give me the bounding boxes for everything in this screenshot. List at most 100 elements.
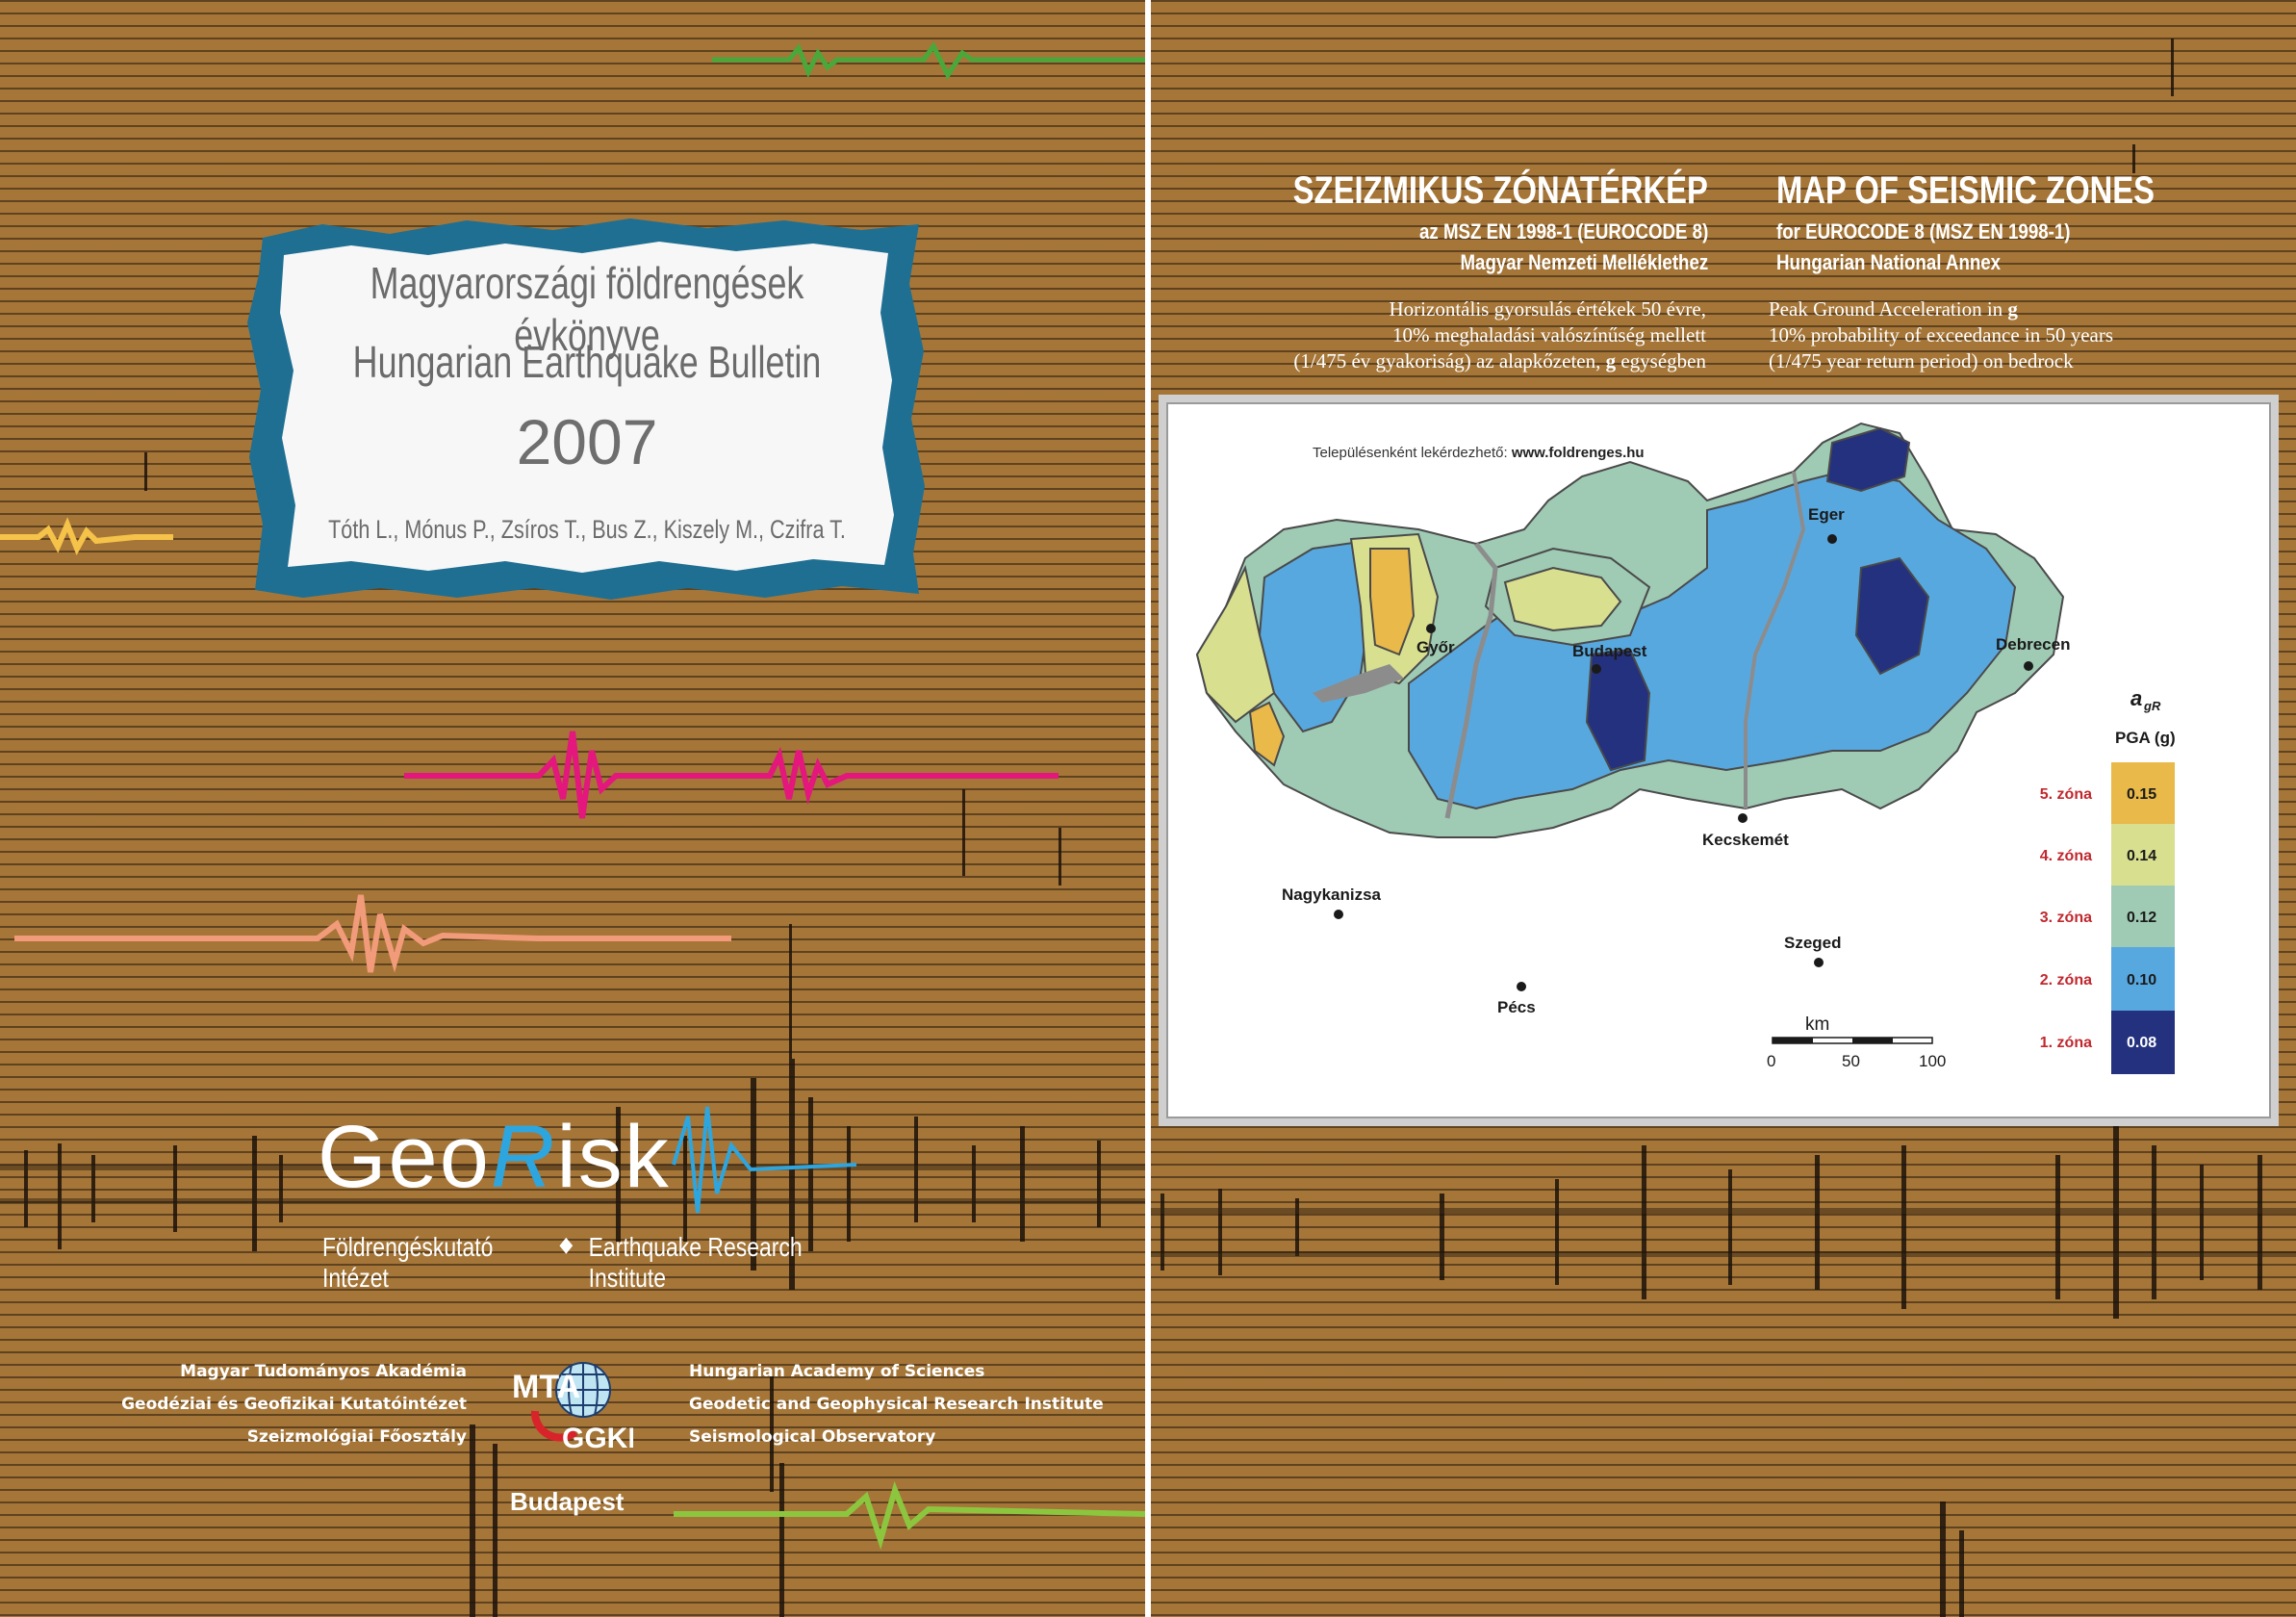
legend-zone-5: 5. zóna [2040, 786, 2092, 803]
legend-swatch-5 [2111, 762, 2175, 824]
academy-en-line: Hungarian Academy of Sciences [689, 1362, 985, 1381]
zone-5-west [1369, 548, 1416, 656]
academy-english: Hungarian Academy of Sciences Geodetic a… [689, 1355, 1104, 1453]
zone-1-north [1825, 426, 1911, 493]
lake-balaton [1313, 664, 1404, 703]
ggki-text: GGKI [562, 1423, 633, 1451]
institute-english: Earthquake Research Institute [588, 1232, 803, 1293]
danube-river [1444, 542, 1498, 819]
city-szeged: Szeged [1784, 934, 1842, 952]
description-en-line: 10% probability of exceedance in 50 year… [1769, 323, 2114, 346]
seismic-map-frame: Eger Győr Budapest Debrecen Kecskemét Na… [1159, 395, 2279, 1126]
subheading-hungarian-1: az MSZ EN 1998-1 (EUROCODE 8) [1418, 219, 1708, 244]
title-card: Magyarországi földrengések évkönyve Hung… [245, 217, 929, 602]
institute-line: Földrengéskutató Intézet ◆ Earthquake Re… [322, 1232, 859, 1294]
logo-geo: Geo [318, 1108, 491, 1206]
diamond-icon: ◆ [559, 1232, 574, 1256]
legend-swatch-1 [2111, 1011, 2175, 1074]
front-cover: Magyarországi földrengések évkönyve Hung… [0, 0, 1145, 1617]
city-dot [2024, 661, 2033, 671]
academy-en-line: Seismological Observatory [689, 1427, 936, 1447]
legend-title-sub: gR [2143, 699, 2161, 713]
legend-swatch-3 [2111, 886, 2175, 947]
zone-4-budapest [1503, 566, 1622, 632]
city-nagykanizsa: Nagykanizsa [1282, 886, 1382, 904]
description-en-line: (1/475 year return period) on bedrock [1769, 349, 2074, 372]
academy-en-line: Geodetic and Geophysical Research Instit… [689, 1395, 1104, 1414]
mta-text: MTA [512, 1369, 580, 1405]
city-dot [1592, 664, 1601, 674]
description-hu-line: (1/475 év gyakoriság) az alapkőzeten, g … [1293, 348, 1706, 374]
desc-en-unit: g [2007, 297, 2018, 321]
zone-4-far-west [1195, 565, 1276, 724]
legend-swatch-4 [2111, 824, 2175, 886]
heading-hungarian: SZEIZMIKUS ZÓNATÉRKÉP [1292, 169, 1708, 212]
description-hu-line: Horizontális gyorsulás értékek 50 évre, [1389, 297, 1706, 321]
legend: a gR PGA (g) 0.15 0.14 0.12 0.10 0.08 5.… [2040, 686, 2176, 1074]
legend-zone-1: 1. zóna [2040, 1035, 2092, 1051]
legend-value-2: 0.10 [2127, 972, 2156, 988]
logo-isk: isk [556, 1108, 671, 1206]
institute-hungarian: Földrengéskutató Intézet [322, 1232, 494, 1293]
academy-hu-line: Magyar Tudományos Akadémia [180, 1362, 467, 1381]
description-hungarian: Horizontális gyorsulás értékek 50 évre, … [1293, 296, 1706, 374]
city-eger: Eger [1808, 505, 1845, 524]
tisza-river [1744, 471, 1806, 808]
academy-hungarian: Magyar Tudományos Akadémia Geodéziai és … [121, 1355, 467, 1453]
scale-tick-0: 0 [1767, 1052, 1775, 1070]
city-dot [1334, 910, 1343, 919]
desc-hu-text: (1/475 év gyakoriság) az alapkőzeten, [1293, 349, 1601, 372]
city-dot [1517, 982, 1526, 991]
desc-en-text: Peak Ground Acceleration in [1769, 297, 2003, 321]
torn-paper-shape [247, 218, 925, 600]
seismogram-background-right [1151, 38, 2296, 1617]
legend-value-1: 0.08 [2127, 1035, 2156, 1051]
legend-zone-4: 4. zóna [2040, 848, 2092, 864]
description-en-line: Peak Ground Acceleration in g [1769, 296, 2113, 322]
logo-r: R [490, 1108, 557, 1206]
city-gyor: Győr [1416, 638, 1455, 656]
legend-value-4: 0.14 [2127, 848, 2156, 864]
legend-unit: PGA (g) [2115, 729, 2176, 747]
description-hu-line: 10% meghaladási valószínűség mellett [1392, 323, 1706, 346]
map-note-url: www.foldrenges.hu [1511, 445, 1645, 461]
scale-unit: km [1805, 1014, 1829, 1035]
subheading-english-2: Hungarian National Annex [1776, 250, 2002, 274]
city-kecskemet: Kecskemét [1702, 831, 1789, 849]
zone-5-nagykanizsa [1248, 701, 1286, 767]
legend-zone-3: 3. zóna [2040, 910, 2092, 926]
legend-value-5: 0.15 [2127, 786, 2156, 803]
map-note: Településenként lekérdezhető: www.foldre… [1313, 445, 1645, 461]
city-dot [1827, 534, 1837, 544]
desc-hu-end: egységben [1620, 349, 1706, 372]
map-note-label: Településenként lekérdezhető: [1313, 445, 1508, 461]
academy-hu-line: Geodéziai és Geofizikai Kutatóintézet [121, 1395, 467, 1414]
heading-english: MAP OF SEISMIC ZONES [1776, 169, 2156, 212]
page-divider [1145, 0, 1151, 1617]
seismic-map: Eger Győr Budapest Debrecen Kecskemét Na… [1166, 402, 2271, 1118]
city-label: Budapest [510, 1487, 625, 1516]
seismogram-background [0, 41, 1145, 1617]
legend-value-3: 0.12 [2127, 910, 2156, 926]
city-dot [1738, 813, 1748, 823]
scale-tick-100: 100 [1919, 1052, 1946, 1070]
city-pecs: Pécs [1497, 998, 1536, 1016]
title-english: Hungarian Earthquake Bulletin [352, 337, 822, 387]
legend-swatch-2 [2111, 947, 2175, 1011]
scale-tick-50: 50 [1842, 1052, 1860, 1070]
city-budapest: Budapest [1572, 642, 1647, 660]
title-year: 2007 [516, 406, 658, 477]
legend-title: a [2130, 686, 2142, 710]
academy-hu-line: Szeizmológiai Főosztály [246, 1427, 467, 1447]
desc-hu-unit: g [1605, 349, 1617, 372]
seismic-zone-map: Eger Győr Budapest Debrecen Kecskemét Na… [1195, 422, 2176, 1074]
city-dot [1426, 624, 1436, 633]
description-english: Peak Ground Acceleration in g 10% probab… [1769, 296, 2113, 374]
subheading-english-1: for EUROCODE 8 (MSZ EN 1998-1) [1776, 219, 2071, 244]
city-dot [1814, 958, 1824, 967]
title-hungarian: Magyarországi földrengések évkönyve [370, 258, 804, 360]
subheading-hungarian-2: Magyar Nemzeti Melléklethez [1460, 250, 1708, 274]
zone-1-central [1585, 648, 1651, 772]
mta-ggki-logo: MTA GGKI [512, 1362, 633, 1451]
zone-1-east [1854, 556, 1930, 676]
